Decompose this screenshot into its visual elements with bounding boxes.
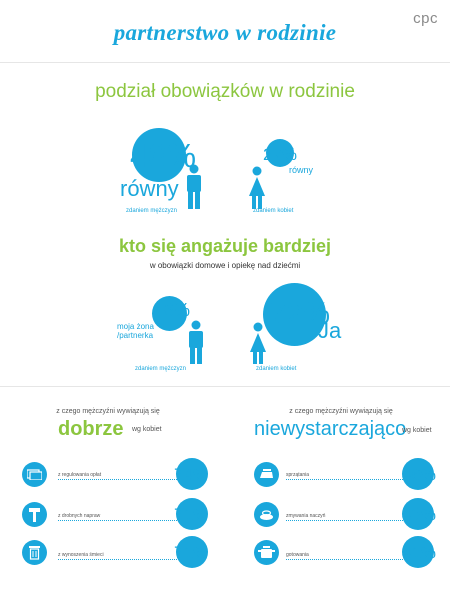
right-column-keyword: niewystarczająco bbox=[254, 418, 407, 440]
left-row-label: z wynoszenia śmieci bbox=[58, 552, 183, 560]
men-equal-label: równy bbox=[120, 176, 179, 201]
women-more-circle bbox=[263, 283, 326, 346]
trash-icon bbox=[22, 540, 47, 565]
right-row-label: gotowania bbox=[286, 552, 411, 560]
men-more-label-line1: moja żona bbox=[117, 322, 154, 331]
left-column-keyword: dobrze bbox=[58, 418, 124, 440]
men-more-caption: zdaniem mężczyzn bbox=[135, 366, 187, 372]
bills-icon bbox=[22, 462, 47, 487]
right-row-circle bbox=[402, 498, 434, 530]
dishes-icon bbox=[254, 502, 279, 527]
page-title: partnerstwo w rodzinie bbox=[113, 20, 337, 45]
brand-logo: cpc bbox=[413, 10, 438, 27]
left-row-circle bbox=[176, 458, 208, 490]
women-more-caption: zdaniem kobiet bbox=[256, 366, 297, 372]
section-title-engagement: kto się angażuje bardziej bbox=[118, 236, 332, 256]
section-title-division: podział obowiązków w rodzinie bbox=[95, 81, 355, 102]
men-caption: zdaniem mężczyzn bbox=[126, 208, 178, 214]
left-row-percent: 71% bbox=[174, 543, 209, 562]
left-row-percent: 71% bbox=[174, 505, 209, 524]
right-column-intro: z czego mężczyźni wywiązują się bbox=[289, 408, 393, 415]
women-equal-label: równy bbox=[289, 165, 314, 175]
woman-icon bbox=[249, 166, 265, 209]
left-row-circle bbox=[176, 498, 208, 530]
left-column-intro: z czego mężczyźni wywiązują się bbox=[56, 408, 160, 415]
left-row-label: z drobnych napraw bbox=[58, 513, 183, 521]
right-row-label: sprzątania bbox=[286, 472, 411, 480]
left-column-suffix: wg kobiet bbox=[132, 426, 162, 433]
left-row-label: z regulowania opłat bbox=[58, 472, 183, 480]
iron-icon bbox=[254, 462, 279, 487]
section-subtitle-engagement: w obowiązki domowe i opiekę nad dziećmi bbox=[149, 261, 301, 270]
right-row-percent: 41% bbox=[402, 543, 437, 562]
men-more-circle bbox=[152, 296, 187, 331]
men-percent-circle bbox=[132, 128, 186, 182]
right-row-percent: 43% bbox=[402, 505, 437, 524]
divider bbox=[0, 62, 450, 63]
left-row-percent: 74% bbox=[174, 465, 209, 484]
men-equal-percent: 48% bbox=[130, 137, 197, 174]
man-icon bbox=[187, 164, 201, 209]
right-row-circle bbox=[402, 536, 434, 568]
right-row-label: zmywania naczyń bbox=[286, 513, 411, 521]
women-more-percent: 72% bbox=[270, 297, 331, 330]
men-more-label: moja żona /partnerka bbox=[117, 322, 154, 340]
women-more-label: Ja bbox=[318, 318, 342, 343]
left-row-circle bbox=[176, 536, 208, 568]
woman-icon bbox=[250, 322, 266, 364]
women-equal-percent: 27% bbox=[263, 145, 298, 164]
pot-icon bbox=[254, 540, 279, 565]
men-more-percent: 46% bbox=[154, 300, 191, 320]
man-icon bbox=[189, 320, 203, 364]
women-caption: zdaniem kobiet bbox=[253, 208, 294, 214]
women-percent-circle bbox=[266, 139, 294, 167]
divider bbox=[0, 386, 450, 387]
hammer-icon bbox=[22, 502, 47, 527]
right-column-suffix: wg kobiet bbox=[402, 427, 432, 434]
men-more-label-line2: /partnerka bbox=[117, 331, 154, 340]
right-row-percent: 46% bbox=[402, 465, 437, 484]
right-row-circle bbox=[402, 458, 434, 490]
